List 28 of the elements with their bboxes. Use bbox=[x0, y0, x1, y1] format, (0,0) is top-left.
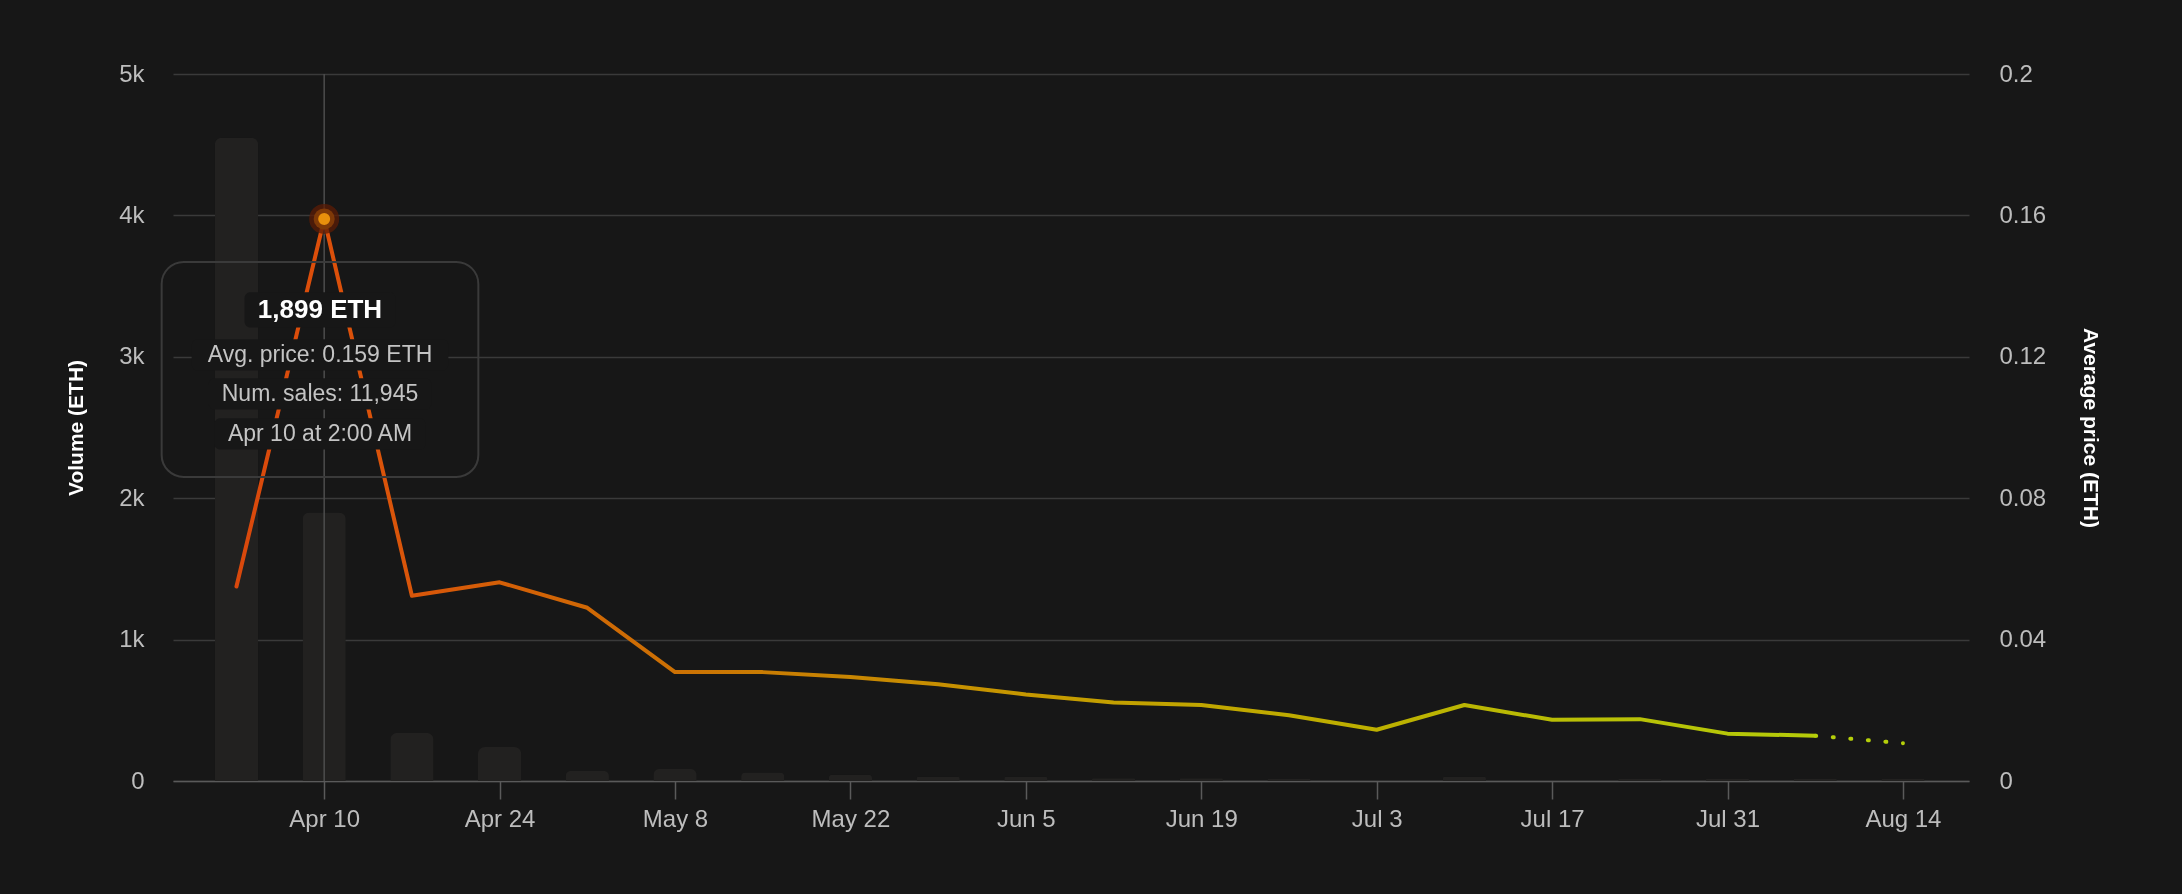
y-tick-label: 4k bbox=[119, 200, 146, 228]
y2-tick-label: 0 bbox=[1999, 766, 2013, 794]
x-tick-label: May 8 bbox=[642, 804, 709, 832]
y-axis-title: Volume (ETH) bbox=[64, 359, 88, 497]
x-tick-label: Apr 24 bbox=[464, 804, 536, 832]
y-tick-label: 5k bbox=[119, 59, 146, 87]
annotation: Apr 10 at 2:00 AM bbox=[227, 419, 413, 446]
y2-tick-label: 0.08 bbox=[1999, 483, 2047, 511]
y2-tick-label: 0.04 bbox=[1999, 625, 2047, 653]
y2-tick-label: 0.16 bbox=[1999, 200, 2047, 228]
x-tick-label: Jun 19 bbox=[1165, 804, 1238, 832]
x-tick-label: Apr 10 bbox=[289, 804, 361, 832]
annotation: 1,899 ETH bbox=[257, 293, 383, 324]
x-tick-label: Jul 31 bbox=[1695, 804, 1761, 832]
y2-tick-label: 0.2 bbox=[1999, 59, 2033, 87]
y-tick-label: 0 bbox=[131, 766, 145, 794]
y-tick-label: 1k bbox=[119, 625, 146, 653]
y-tick-label: 2k bbox=[119, 483, 146, 511]
x-tick-label: Jul 17 bbox=[1520, 804, 1585, 832]
y2-tick-label: 0.12 bbox=[1999, 342, 2047, 370]
y-tick-label: 3k bbox=[119, 342, 146, 370]
y2-axis-title: Average price (ETH) bbox=[2080, 328, 2104, 528]
x-tick-label: May 22 bbox=[811, 804, 891, 832]
x-tick-label: Jul 3 bbox=[1351, 804, 1403, 832]
x-tick-label: Jun 5 bbox=[996, 804, 1056, 832]
annotation: Num. sales: 11,945 bbox=[221, 379, 419, 406]
x-tick-label: Aug 14 bbox=[1865, 804, 1942, 832]
annotation: Avg. price: 0.159 ETH bbox=[207, 340, 433, 367]
